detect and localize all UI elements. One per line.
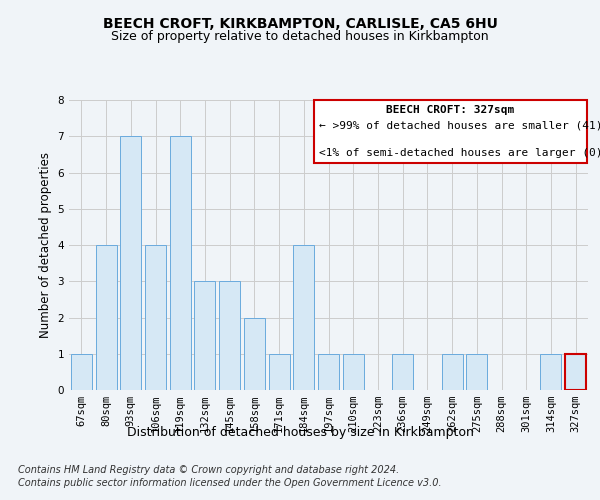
Bar [541,354,562,390]
Bar [145,245,166,390]
Text: Size of property relative to detached houses in Kirkbampton: Size of property relative to detached ho… [111,30,489,43]
Text: Contains public sector information licensed under the Open Government Licence v3: Contains public sector information licen… [18,478,442,488]
Bar [120,136,141,390]
Text: Contains HM Land Registry data © Crown copyright and database right 2024.: Contains HM Land Registry data © Crown c… [18,465,399,475]
Text: BEECH CROFT, KIRKBAMPTON, CARLISLE, CA5 6HU: BEECH CROFT, KIRKBAMPTON, CARLISLE, CA5 … [103,18,497,32]
Bar [318,354,339,390]
Bar [392,354,413,390]
Bar [343,354,364,390]
Bar [314,100,587,164]
Bar [466,354,487,390]
Text: Distribution of detached houses by size in Kirkbampton: Distribution of detached houses by size … [127,426,473,439]
Bar [565,354,586,390]
Bar [269,354,290,390]
Bar [219,281,240,390]
Bar [194,281,215,390]
Bar [71,354,92,390]
Text: BEECH CROFT: 327sqm: BEECH CROFT: 327sqm [386,105,514,115]
Text: ← >99% of detached houses are smaller (41): ← >99% of detached houses are smaller (4… [319,120,600,130]
Bar [95,245,116,390]
Bar [442,354,463,390]
Y-axis label: Number of detached properties: Number of detached properties [39,152,52,338]
Bar [170,136,191,390]
Bar [244,318,265,390]
Bar [293,245,314,390]
Text: <1% of semi-detached houses are larger (0) →: <1% of semi-detached houses are larger (… [319,148,600,158]
